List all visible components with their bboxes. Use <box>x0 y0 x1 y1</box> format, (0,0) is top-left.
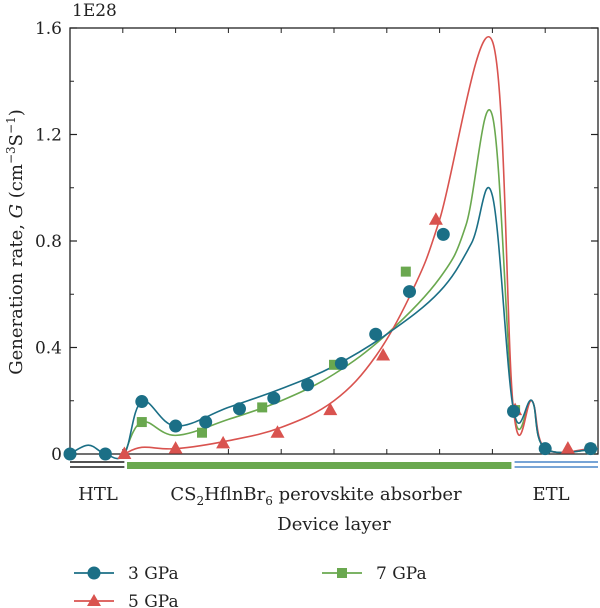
y-multiplier-label: 1E28 <box>72 1 117 21</box>
marker-circle <box>98 447 112 461</box>
marker-circle <box>369 327 383 341</box>
plot-frame <box>69 27 599 455</box>
marker-circle <box>538 442 552 456</box>
marker-triangle <box>560 441 575 454</box>
marker-square <box>257 402 268 413</box>
marker-circle <box>403 285 417 299</box>
y-tick-label: 0.8 <box>35 232 62 252</box>
marker-circle <box>584 442 598 456</box>
marker-triangle <box>168 441 183 454</box>
y-ticks: 0 0.4 0.8 1.2 1.6 <box>35 19 598 465</box>
x-minor-ticks <box>122 28 546 454</box>
series-markers <box>63 212 598 461</box>
series-line-0 <box>69 186 599 460</box>
svg-text:5 GPa: 5 GPa <box>128 592 179 608</box>
marker-circle <box>199 415 213 429</box>
series-line-2 <box>123 109 599 455</box>
marker-triangle <box>216 435 231 449</box>
y-tick-label: 1.6 <box>35 19 62 39</box>
legend: 3 GPa 5 GPa 7 GPa <box>74 564 427 608</box>
marker-circle <box>169 419 183 433</box>
series-line-1 <box>124 36 591 455</box>
legend-item-3gpa: 3 GPa <box>74 564 179 584</box>
layer-label-htl: HTL <box>78 484 118 505</box>
marker-triangle <box>270 425 285 438</box>
marker-circle <box>267 391 281 405</box>
y-tick-label: 0.4 <box>35 339 62 359</box>
svg-text:3 GPa: 3 GPa <box>128 564 179 584</box>
svg-text:7 GPa: 7 GPa <box>376 564 427 584</box>
marker-triangle <box>428 212 443 225</box>
layer-label-etl: ETL <box>532 484 569 505</box>
legend-item-7gpa: 7 GPa <box>322 564 427 584</box>
marker-square <box>136 417 147 428</box>
layer-bands <box>70 461 598 469</box>
marker-triangle <box>117 446 132 459</box>
marker-triangle <box>376 347 391 361</box>
legend-item-5gpa: 5 GPa <box>74 592 179 608</box>
marker-circle <box>63 447 77 461</box>
y-tick-label: 1.2 <box>35 126 62 146</box>
marker-square <box>400 266 411 277</box>
marker-circle <box>301 378 315 392</box>
marker-circle <box>507 404 521 418</box>
marker-circle <box>135 395 149 409</box>
marker-square <box>197 427 207 438</box>
marker-circle <box>232 402 246 416</box>
layer-label-absorber: CS2HflnBr6 perovskite absorber <box>170 484 462 508</box>
marker-square <box>329 359 339 370</box>
marker-circle <box>334 356 348 370</box>
y-tick-label: 0 <box>51 445 62 465</box>
layer-band-absorber <box>127 462 512 469</box>
series-lines <box>69 36 599 460</box>
marker-triangle <box>323 402 338 416</box>
marker-circle <box>436 227 450 241</box>
x-axis-label: Device layer <box>277 514 391 535</box>
y-axis-label: Generation rate, G (cm−3S−1) <box>4 109 27 375</box>
